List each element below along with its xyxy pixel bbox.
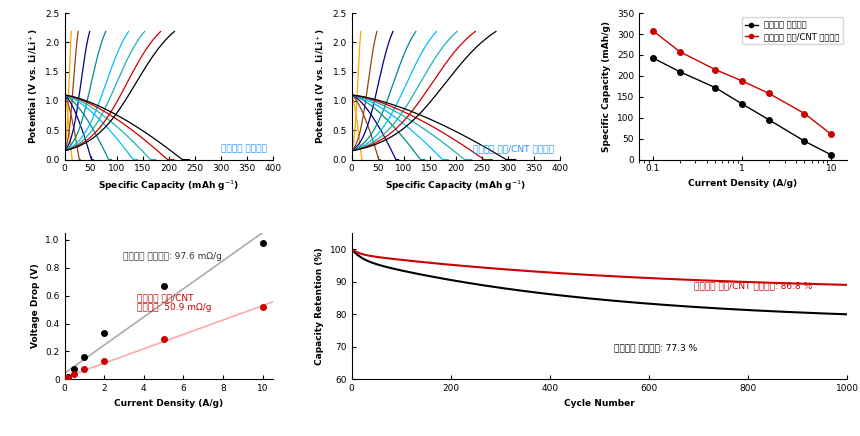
X-axis label: Cycle Number: Cycle Number: [564, 399, 635, 408]
Text: 저결정성 탄소/CNT 복합소재: 저결정성 탄소/CNT 복합소재: [473, 145, 554, 154]
X-axis label: Specific Capacity (mAh g$^{-1}$): Specific Capacity (mAh g$^{-1}$): [385, 179, 526, 194]
Y-axis label: Potential (V vs. Li/Li$^+$): Potential (V vs. Li/Li$^+$): [314, 28, 327, 144]
X-axis label: Current Density (A/g): Current Density (A/g): [689, 179, 797, 188]
Y-axis label: Specific Capacity (mAh/g): Specific Capacity (mAh/g): [602, 21, 611, 152]
Legend: 저결정성 탄소소재, 저결정성 탄소/CNT 복합소재: 저결정성 탄소소재, 저결정성 탄소/CNT 복합소재: [741, 17, 843, 44]
X-axis label: Specific Capacity (mAh g$^{-1}$): Specific Capacity (mAh g$^{-1}$): [98, 179, 239, 194]
Text: 저결정성 탄소소재: 97.6 mΩ/g: 저결정성 탄소소재: 97.6 mΩ/g: [123, 252, 222, 261]
Y-axis label: Capacity Retention (%): Capacity Retention (%): [315, 247, 324, 365]
Text: 저결정성 탄소소재: 77.3 %: 저결정성 탄소소재: 77.3 %: [614, 343, 697, 352]
Y-axis label: Potential (V vs. Li/Li$^+$): Potential (V vs. Li/Li$^+$): [27, 28, 40, 144]
X-axis label: Current Density (A/g): Current Density (A/g): [114, 399, 223, 408]
Text: 저결정성 탄소소재: 저결정성 탄소소재: [220, 145, 267, 154]
Y-axis label: Voltage Drop (V): Voltage Drop (V): [31, 264, 40, 348]
Text: 저결정성 탄소/CNT 복합소재: 86.8 %: 저결정성 탄소/CNT 복합소재: 86.8 %: [693, 282, 812, 290]
Text: 저결정성 탄소/CNT
복합소재: 50.9 mΩ/g: 저결정성 탄소/CNT 복합소재: 50.9 mΩ/g: [138, 293, 212, 313]
